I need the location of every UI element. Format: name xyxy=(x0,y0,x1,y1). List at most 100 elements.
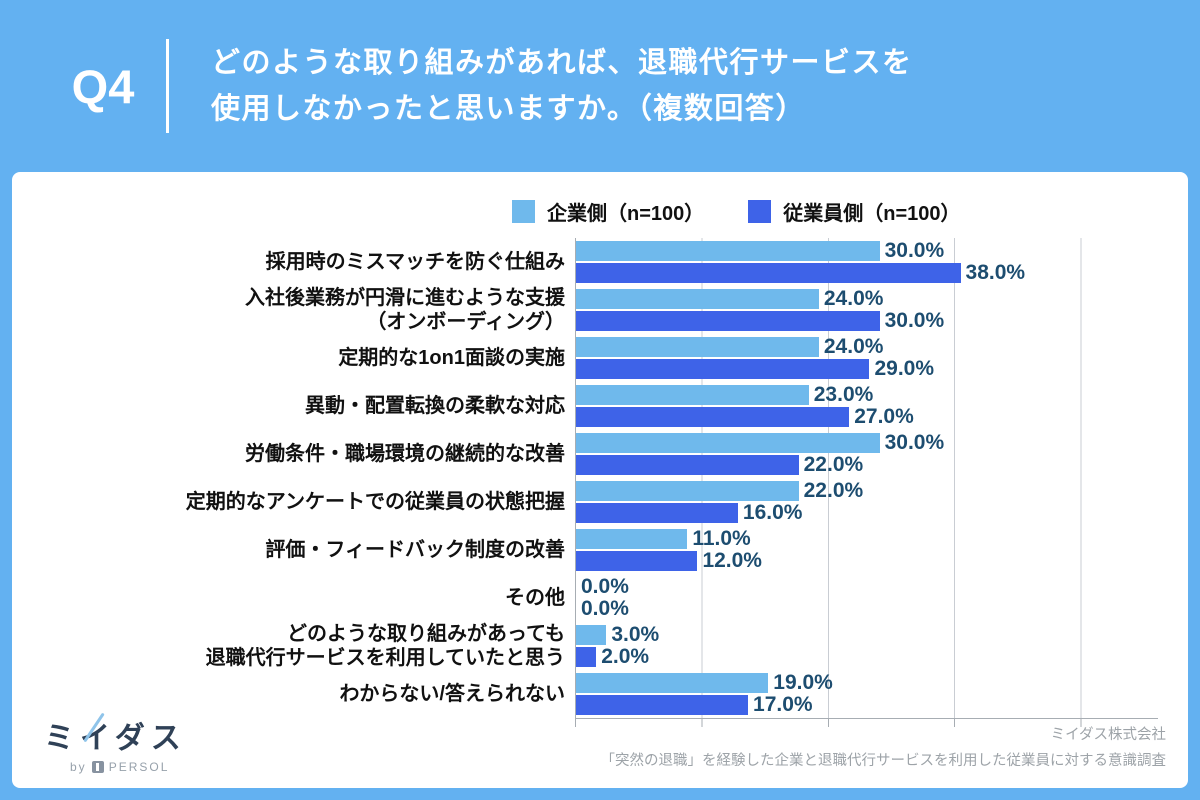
bar-line-employee: 30.0% xyxy=(576,309,1158,332)
bar-line-company: 30.0% xyxy=(576,431,1158,454)
bar-company xyxy=(576,385,809,405)
bar-line-employee: 29.0% xyxy=(576,357,1158,380)
bar-value-company: 30.0% xyxy=(884,239,945,262)
bar-line-employee: 2.0% xyxy=(576,645,1158,668)
bar-value-employee: 0.0% xyxy=(581,597,629,620)
category-bars: 24.0% 30.0% xyxy=(575,286,1158,334)
bar-line-employee: 38.0% xyxy=(576,261,1158,284)
card-footer: ミイダス by PERSOL ミイダス株式会社 「突然の退職」を経験した企業と退… xyxy=(32,712,1167,774)
bar-line-company: 24.0% xyxy=(576,335,1158,358)
survey-source: ミイダス株式会社 「突然の退職」を経験した企業と退職代行サービスを利用した従業員… xyxy=(601,723,1167,774)
bar-value-company: 23.0% xyxy=(813,383,874,406)
bar-line-employee: 27.0% xyxy=(576,405,1158,428)
chart-row: 定期的な1on1面談の実施 24.0% 29.0% xyxy=(32,334,1168,382)
bar-line-company: 30.0% xyxy=(576,239,1158,262)
category-bars: 22.0% 16.0% xyxy=(575,478,1158,526)
chart-card: 企業側（n=100） 従業員側（n=100） 採用時のミスマッチを防ぐ仕組み 3… xyxy=(12,172,1188,788)
bar-employee xyxy=(576,263,961,283)
header-divider xyxy=(166,39,169,133)
category-label: その他 xyxy=(505,587,565,609)
category-bars: 23.0% 27.0% xyxy=(575,382,1158,430)
chart-legend: 企業側（n=100） 従業員側（n=100） xyxy=(32,194,1168,228)
bar-value-company: 3.0% xyxy=(611,623,660,646)
legend-swatch-employee-icon xyxy=(748,199,772,223)
chart-row: 異動・配置転換の柔軟な対応 23.0% 27.0% xyxy=(32,382,1168,430)
bar-value-employee: 29.0% xyxy=(874,357,935,380)
legend-label-company: 企業側（n=100） xyxy=(547,202,705,225)
category-label: わからない/答えられない xyxy=(339,683,565,705)
bar-company xyxy=(576,433,880,453)
legend-swatch-company-icon xyxy=(512,199,535,223)
chart-row: 評価・フィードバック制度の改善 11.0% 12.0% xyxy=(32,526,1168,574)
question-title-line2: 使用しなかったと思いますか。（複数回答） xyxy=(211,93,806,125)
bar-line-company: 0.0% xyxy=(576,575,1158,598)
chart-row: 労働条件・職場環境の継続的な改善 30.0% 22.0% xyxy=(32,430,1168,478)
miidas-logo-text: ミイダス xyxy=(44,712,187,757)
bar-value-employee: 22.0% xyxy=(803,453,864,476)
bar-value-employee: 30.0% xyxy=(884,309,945,332)
question-header: Q4 どのような取り組みがあれば、退職代行サービスを 使用しなかったと思いますか… xyxy=(0,0,1200,172)
chart-row: 入社後業務が円滑に進むような支援 （オンボーディング） 24.0% 30.0% xyxy=(32,286,1168,334)
category-bars: 19.0% 17.0% xyxy=(575,670,1158,718)
bar-line-employee: 0.0% xyxy=(576,597,1158,620)
bar-line-company: 19.0% xyxy=(576,672,1158,693)
bar-value-company: 24.0% xyxy=(823,335,884,358)
bar-value-company: 30.0% xyxy=(884,431,945,454)
category-label: 入社後業務が円滑に進むような支援 （オンボーディング） xyxy=(245,287,565,333)
category-bars: 11.0% 12.0% xyxy=(575,526,1158,574)
bar-value-company: 24.0% xyxy=(823,287,884,310)
legend-label-employee: 従業員側（n=100） xyxy=(783,202,961,225)
bar-value-employee: 17.0% xyxy=(753,693,813,716)
bar-employee xyxy=(576,647,597,667)
category-bars: 0.0% 0.0% xyxy=(575,574,1158,622)
byline-by: by xyxy=(70,760,87,774)
bar-chart: 採用時のミスマッチを防ぐ仕組み 30.0% 38.0% 入社後業務が円滑に進むよ… xyxy=(32,238,1168,718)
x-axis-baseline xyxy=(575,718,1158,727)
bar-value-employee: 27.0% xyxy=(854,405,914,428)
chart-row: どのような取り組みがあっても 退職代行サービスを利用していたと思う 3.0% 2… xyxy=(32,622,1168,670)
bar-company xyxy=(576,289,819,309)
bar-line-company: 24.0% xyxy=(576,287,1158,310)
source-description: 「突然の退職」を経験した企業と退職代行サービスを利用した従業員に対する意識調査 xyxy=(600,752,1167,769)
bar-value-company: 11.0% xyxy=(692,527,751,550)
bar-employee xyxy=(576,407,850,427)
category-label: 定期的な1on1面談の実施 xyxy=(338,347,565,369)
chart-row: 定期的なアンケートでの従業員の状態把握 22.0% 16.0% xyxy=(32,478,1168,526)
question-title-line1: どのような取り組みがあれば、退職代行サービスを xyxy=(211,47,913,79)
bar-value-company: 0.0% xyxy=(581,575,629,598)
category-label: 評価・フィードバック制度の改善 xyxy=(265,539,565,561)
persol-byline: by PERSOL xyxy=(44,760,187,774)
miidas-logo: ミイダス by PERSOL xyxy=(32,712,187,774)
legend-item-employee: 従業員側（n=100） xyxy=(748,197,961,226)
bar-company xyxy=(576,625,607,645)
bar-company xyxy=(576,241,880,261)
category-bars: 30.0% 38.0% xyxy=(575,238,1158,286)
bar-company xyxy=(576,529,688,549)
bar-company xyxy=(576,481,799,501)
bar-value-employee: 12.0% xyxy=(702,549,762,572)
bar-company xyxy=(576,337,819,357)
bar-line-employee: 22.0% xyxy=(576,453,1158,476)
source-company: ミイダス株式会社 xyxy=(1050,727,1166,744)
bar-value-employee: 2.0% xyxy=(601,645,650,668)
bar-company xyxy=(576,673,769,693)
category-bars: 3.0% 2.0% xyxy=(575,622,1158,670)
bar-value-employee: 16.0% xyxy=(742,501,803,524)
category-label: 労働条件・職場環境の継続的な改善 xyxy=(245,443,565,465)
bar-line-employee: 12.0% xyxy=(576,549,1158,572)
chart-row: その他 0.0% 0.0% xyxy=(32,574,1168,622)
category-bars: 30.0% 22.0% xyxy=(575,430,1158,478)
bar-value-employee: 38.0% xyxy=(965,261,1026,284)
bar-employee xyxy=(576,551,698,571)
question-title: どのような取り組みがあれば、退職代行サービスを 使用しなかったと思いますか。（複… xyxy=(211,40,913,132)
bar-employee xyxy=(576,503,738,523)
bar-line-company: 3.0% xyxy=(576,623,1158,646)
category-label: 採用時のミスマッチを防ぐ仕組み xyxy=(265,251,565,273)
bar-line-employee: 17.0% xyxy=(576,693,1158,716)
category-label: どのような取り組みがあっても 退職代行サービスを利用していたと思う xyxy=(205,623,565,669)
bar-line-employee: 16.0% xyxy=(576,501,1158,524)
bar-value-company: 22.0% xyxy=(803,479,864,502)
bar-line-company: 11.0% xyxy=(576,527,1158,550)
bar-employee xyxy=(576,311,880,331)
category-bars: 24.0% 29.0% xyxy=(575,334,1158,382)
